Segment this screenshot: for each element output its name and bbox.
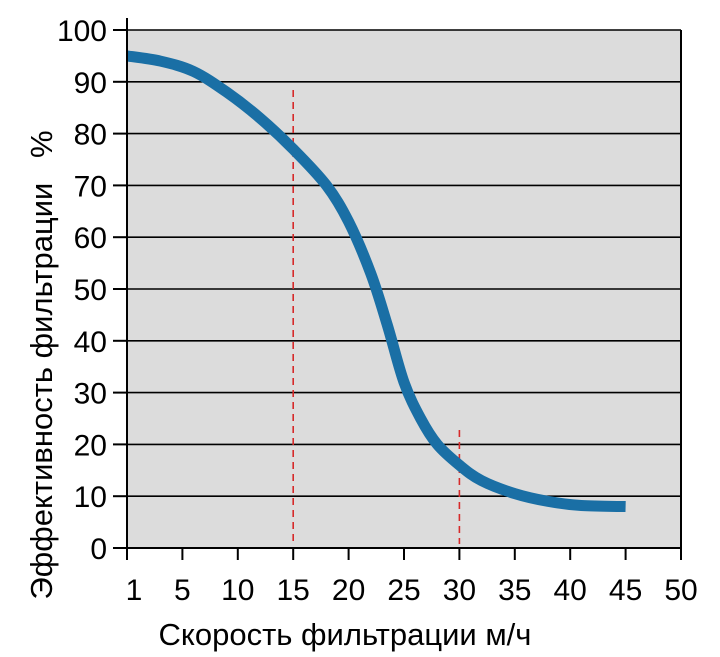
- y-tick-label: 50: [74, 274, 107, 307]
- reference-lines: [292, 90, 461, 544]
- y-tick-label: 30: [74, 378, 107, 411]
- y-tick-label: 70: [74, 170, 107, 203]
- x-tick-label: 20: [332, 574, 365, 607]
- y-tick-label: 80: [74, 119, 107, 152]
- x-tick-label: 45: [609, 574, 642, 607]
- y-tick-label: 10: [74, 481, 107, 514]
- x-tick-labels: 1 5 10 15 20 25 30 35 40 45 50: [126, 574, 698, 607]
- x-tick-label: 40: [554, 574, 587, 607]
- y-tick-label: 90: [74, 67, 107, 100]
- y-tick-label: 40: [74, 326, 107, 359]
- x-tick-label: 15: [277, 574, 310, 607]
- y-axis-title-group: Эффективность фильтрации %: [24, 130, 59, 599]
- y-tick-label: 100: [57, 15, 107, 48]
- x-tick-label: 30: [443, 574, 476, 607]
- x-tick-label: 5: [174, 574, 191, 607]
- x-axis-title: Скорость фильтрации м/ч: [159, 617, 532, 652]
- x-tick-label: 25: [387, 574, 420, 607]
- x-tick-label: 35: [498, 574, 531, 607]
- axes: [113, 18, 682, 560]
- y-axis-title-text: Эффективность фильтрации: [24, 183, 59, 600]
- x-tick-label: 50: [664, 574, 697, 607]
- y-tick-label: 60: [74, 222, 107, 255]
- y-axis-unit: %: [24, 130, 59, 158]
- y-tick-label: 0: [90, 533, 107, 566]
- efficiency-curve: [126, 50, 626, 513]
- y-tick-label: 20: [74, 429, 107, 462]
- y-axis-title: Эффективность фильтрации %: [24, 130, 59, 599]
- x-tick-label: 1: [126, 574, 143, 607]
- x-tick-label: 10: [221, 574, 254, 607]
- y-tick-labels: 0 10 20 30 40 50 60 70 80 90 100: [57, 15, 107, 566]
